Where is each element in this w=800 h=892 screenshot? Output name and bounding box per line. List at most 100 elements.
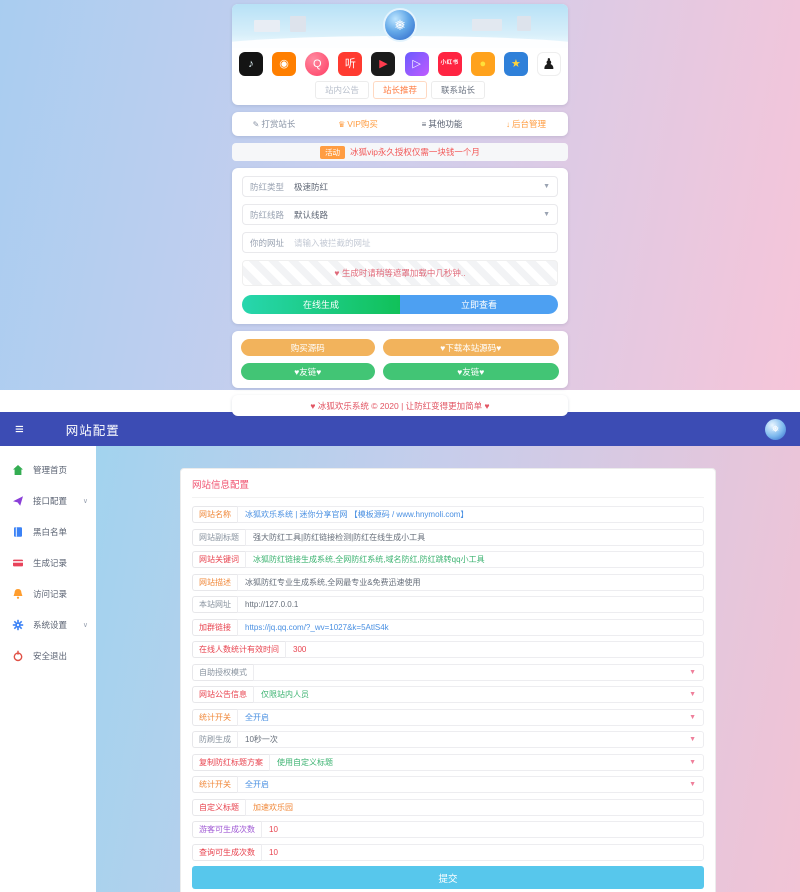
type-select[interactable]: 防红类型 极速防红 ▼ [242, 176, 558, 197]
admin-body: 管理首页 接口配置 ∨ 黑白名单 生成记录 访问记录 系统设置 ∨ 安全退出 [0, 446, 800, 892]
app-icon-douyu[interactable]: ● [470, 52, 495, 76]
download-icon: ↓ [505, 120, 510, 129]
guest-limit-input[interactable]: 10 [261, 821, 704, 838]
url-input[interactable]: 你的网址 请输入被拦截的网址 [242, 232, 558, 253]
announcement-bar: 活动 冰狐vip永久授权仅需一块钱一个月 [232, 143, 568, 161]
title-scheme-select[interactable]: 使用自定义标题 ▼ [269, 753, 704, 771]
sidebar: 管理首页 接口配置 ∨ 黑白名单 生成记录 访问记录 系统设置 ∨ 安全退出 [0, 446, 96, 892]
app-icon-kuaishou[interactable]: ◉ [272, 52, 297, 76]
chevron-down-icon: ▼ [689, 691, 696, 698]
loading-notice: ♥ 生成时请稍等遮罩加载中几秒钟.. [242, 260, 558, 286]
field-anti-spam: 防刷生成 10秒一次 ▼ [192, 731, 704, 748]
config-panel: 网站信息配置 网站名称 冰狐欢乐系统 | 迷你分享官网 【模板源码 / www.… [180, 468, 716, 892]
tab-site-notice[interactable]: 站内公告 [314, 81, 369, 99]
type-label: 防红类型 [250, 181, 285, 192]
nav-item-vip-buy[interactable]: ♛ VIP购买 [338, 119, 378, 129]
generator-form: 防红类型 极速防红 ▼ 防红线路 默认线路 ▼ 你的网址 请输入被拦截的网址 ♥… [232, 168, 568, 324]
gear-icon [12, 619, 24, 630]
field-auth-mode: 自助授权模式 ▼ [192, 663, 704, 681]
field-stats-switch: 统计开关 全开启 ▼ [192, 708, 704, 726]
card-icon [13, 559, 23, 566]
app-icon-suike[interactable]: ▷ [404, 52, 429, 76]
app-icon-qzone[interactable]: ★ [503, 52, 528, 76]
app-icon-haokan[interactable]: ▶ [371, 52, 396, 76]
query-limit-input[interactable]: 10 [261, 843, 704, 861]
header-card: ❅ ♪ ◉ Q 听 ▶ ▷ 小红书 ● ★ ♟ 站内公告 站长推荐 联系站长 [232, 4, 568, 105]
site-url-input[interactable]: http://127.0.0.1 [237, 596, 704, 613]
site-page: ❅ ♪ ◉ Q 听 ▶ ▷ 小红书 ● ★ ♟ 站内公告 站长推荐 联系站长 [232, 4, 568, 416]
field-description: 网站描述 冰狐防红专业生成系统,全网最专业&免费迅速使用 [192, 573, 704, 591]
site-preview-region: ❅ ♪ ◉ Q 听 ▶ ▷ 小红书 ● ★ ♟ 站内公告 站长推荐 联系站长 [0, 0, 800, 416]
links-card: 购买源码 ♥下载本站源码♥ ♥友链♥ ♥友链♥ [232, 331, 568, 388]
site-footer: ♥ 冰狐欢乐系统 © 2020 | 让防红变得更加简单 ♥ [232, 395, 568, 416]
stats-switch-2-select[interactable]: 全开启 ▼ [237, 776, 704, 793]
chevron-down-icon: ▼ [689, 713, 696, 721]
tab-contact-master[interactable]: 联系站长 [431, 81, 486, 99]
type-value: 极速防红 [294, 181, 329, 192]
field-keywords: 网站关键词 冰狐防红链接生成系统,全网防红系统,域名防红,防红跳转qq小工具 [192, 551, 704, 568]
url-label: 你的网址 [250, 237, 285, 248]
bell-icon [13, 588, 23, 599]
banner-illustration: ❅ [232, 4, 568, 48]
hamburger-menu-icon[interactable]: ≡ [15, 420, 24, 438]
custom-title-input[interactable]: 加速欢乐园 [245, 798, 704, 816]
subtitle-input[interactable]: 强大防红工具|防红链接检测|防红在线生成小工具 [245, 528, 704, 546]
nav-item-other-functions[interactable]: ≡ 其他功能 [421, 119, 463, 129]
notice-info-select[interactable]: 仅限站内人员 ▼ [253, 686, 704, 703]
chevron-down-icon: ∨ [82, 497, 88, 505]
app-icon-row: ♪ ◉ Q 听 ▶ ▷ 小红书 ● ★ ♟ [232, 48, 568, 78]
sidebar-item-system-settings[interactable]: 系统设置 ∨ [0, 609, 96, 640]
sidebar-item-black-white-list[interactable]: 黑白名单 [0, 516, 96, 547]
tab-bar: 站内公告 站长推荐 联系站长 [232, 78, 568, 105]
site-name-input[interactable]: 冰狐欢乐系统 | 迷你分享官网 【模板源码 / www.hnymoli.com】 [237, 506, 704, 523]
avatar[interactable]: ❅ [765, 418, 786, 440]
admin-content: 网站信息配置 网站名称 冰狐欢乐系统 | 迷你分享官网 【模板源码 / www.… [96, 446, 800, 892]
online-time-input[interactable]: 300 [285, 641, 704, 658]
pen-icon: ✎ [252, 120, 260, 129]
auth-mode-select[interactable]: ▼ [253, 663, 704, 681]
view-button[interactable]: 立即查看 [400, 295, 558, 314]
chevron-down-icon: ∨ [82, 621, 88, 629]
field-query-limit: 查询可生成次数 10 [192, 843, 704, 861]
sidebar-item-home[interactable]: 管理首页 [0, 454, 96, 485]
panel-title: 网站信息配置 [192, 477, 704, 498]
generate-button[interactable]: 在线生成 [242, 295, 400, 314]
site-logo: ❅ [383, 8, 417, 42]
download-source-button[interactable]: ♥下载本站源码♥ [382, 339, 559, 356]
home-icon [13, 464, 23, 475]
field-notice-info: 网站公告信息 仅限站内人员 ▼ [192, 686, 704, 703]
page-title: 网站配置 [65, 423, 120, 438]
field-site-url: 本站网址 http://127.0.0.1 [192, 596, 704, 613]
keywords-input[interactable]: 冰狐防红链接生成系统,全网防红系统,域名防红,防红跳转qq小工具 [245, 551, 704, 568]
app-icon-weishi[interactable]: Q [305, 52, 330, 76]
app-icon-qq[interactable]: ♟ [536, 52, 561, 76]
field-site-name: 网站名称 冰狐欢乐系统 | 迷你分享官网 【模板源码 / www.hnymoli… [192, 506, 704, 523]
nav-item-admin-backend[interactable]: ↓ 后台管理 [505, 119, 546, 129]
building-shape [290, 16, 306, 32]
friend-link-button-2[interactable]: ♥友链♥ [382, 363, 559, 380]
quick-nav: ✎ 打赏站长 ♛ VIP购买 ≡ 其他功能 ↓ 后台管理 [232, 112, 568, 136]
tab-recommend[interactable]: 站长推荐 [372, 81, 427, 99]
sidebar-item-api-config[interactable]: 接口配置 ∨ [0, 485, 96, 516]
sidebar-item-logout[interactable]: 安全退出 [0, 640, 96, 671]
chevron-down-icon: ▼ [689, 668, 696, 676]
chevron-down-icon: ▼ [689, 736, 696, 743]
anti-spam-select[interactable]: 10秒一次 ▼ [237, 731, 704, 748]
group-link-input[interactable]: https://jq.qq.com/?_wv=1027&k=5AtlS4k [237, 618, 704, 636]
buy-source-button[interactable]: 购买源码 [241, 339, 375, 356]
field-title-scheme: 复制防红标题方案 使用自定义标题 ▼ [192, 753, 704, 771]
line-select[interactable]: 防红线路 默认线路 ▼ [242, 204, 558, 225]
sidebar-item-visit-records[interactable]: 访问记录 [0, 578, 96, 609]
app-icon-xiaohongshu[interactable]: 小红书 [437, 52, 462, 76]
sidebar-item-generate-records[interactable]: 生成记录 [0, 547, 96, 578]
action-buttons: 在线生成 立即查看 [242, 295, 558, 314]
friend-link-button-1[interactable]: ♥友链♥ [241, 363, 375, 380]
nav-item-reward[interactable]: ✎ 打赏站长 [252, 119, 296, 129]
app-icon-ting[interactable]: 听 [338, 52, 363, 76]
description-input[interactable]: 冰狐防红专业生成系统,全网最专业&免费迅速使用 [237, 573, 704, 591]
stats-switch-select[interactable]: 全开启 ▼ [237, 708, 704, 726]
field-custom-title: 自定义标题 加速欢乐园 [192, 798, 704, 816]
field-guest-limit: 游客可生成次数 10 [192, 821, 704, 838]
submit-button[interactable]: 提交 [192, 866, 704, 889]
app-icon-douyin[interactable]: ♪ [239, 52, 263, 76]
